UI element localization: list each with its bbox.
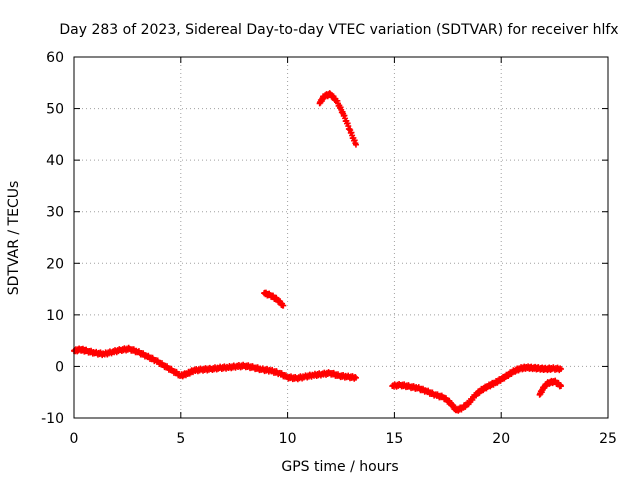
x-tick-label: 20 (492, 431, 510, 447)
y-tick-label: 50 (46, 102, 64, 118)
y-tick-label: 10 (46, 308, 64, 324)
y-tick-label: 30 (46, 205, 64, 221)
y-tick-label: 20 (46, 256, 64, 272)
y-axis-label: SDTVAR / TECUs (6, 181, 22, 296)
y-tick-label: -10 (41, 411, 64, 427)
y-tick-label: 0 (55, 359, 64, 375)
data-segment (71, 344, 359, 383)
x-axis-label: GPS time / hours (281, 459, 398, 475)
x-tick-label: 0 (70, 431, 79, 447)
x-tick-label: 10 (279, 431, 297, 447)
y-tick-label: 40 (46, 153, 64, 169)
plot-frame (73, 56, 609, 419)
x-tick-label: 25 (599, 431, 617, 447)
axis-ticks: 0 5 10 15 20 25 -10 0 10 20 30 40 50 60 (41, 50, 617, 447)
data-segment (389, 363, 565, 414)
chart-title: Day 283 of 2023, Sidereal Day-to-day VTE… (59, 22, 618, 38)
x-tick-label: 5 (176, 431, 185, 447)
y-tick-label: 60 (46, 50, 64, 66)
data-segment (261, 289, 287, 309)
x-tick-label: 15 (385, 431, 403, 447)
data-segment (536, 377, 565, 398)
data-segment (316, 90, 359, 148)
data-points (71, 90, 565, 414)
